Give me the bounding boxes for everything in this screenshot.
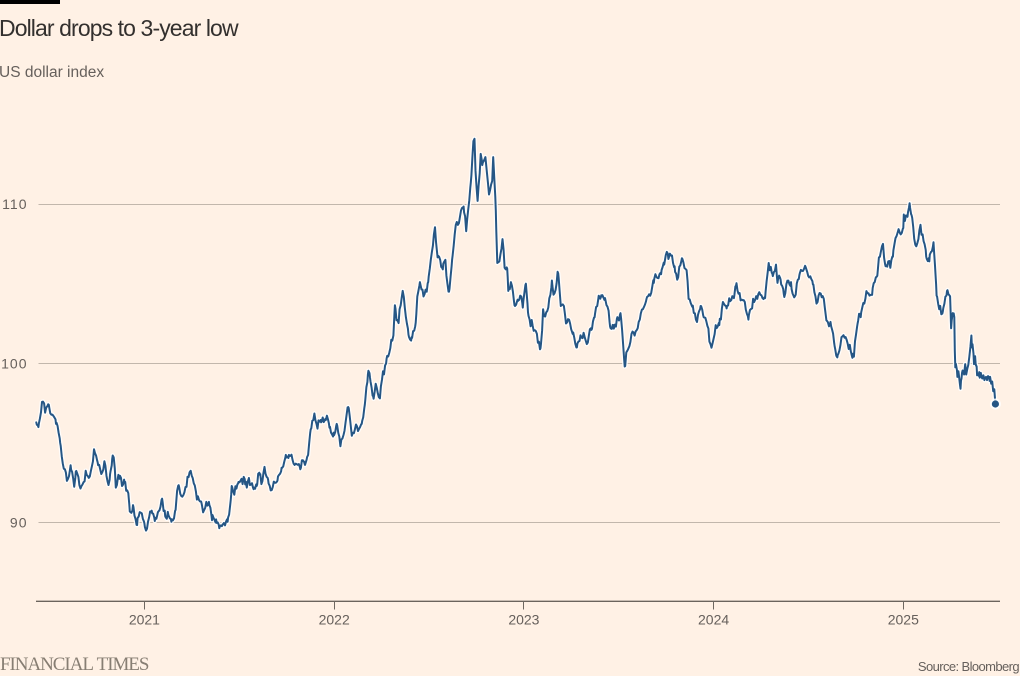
svg-text:100: 100 — [1, 355, 27, 371]
svg-text:2021: 2021 — [129, 611, 160, 627]
svg-text:110: 110 — [2, 196, 27, 212]
svg-text:2025: 2025 — [888, 611, 919, 627]
svg-text:2024: 2024 — [698, 611, 729, 627]
svg-text:2022: 2022 — [319, 611, 350, 627]
svg-text:2023: 2023 — [508, 611, 539, 627]
svg-text:90: 90 — [10, 515, 28, 531]
